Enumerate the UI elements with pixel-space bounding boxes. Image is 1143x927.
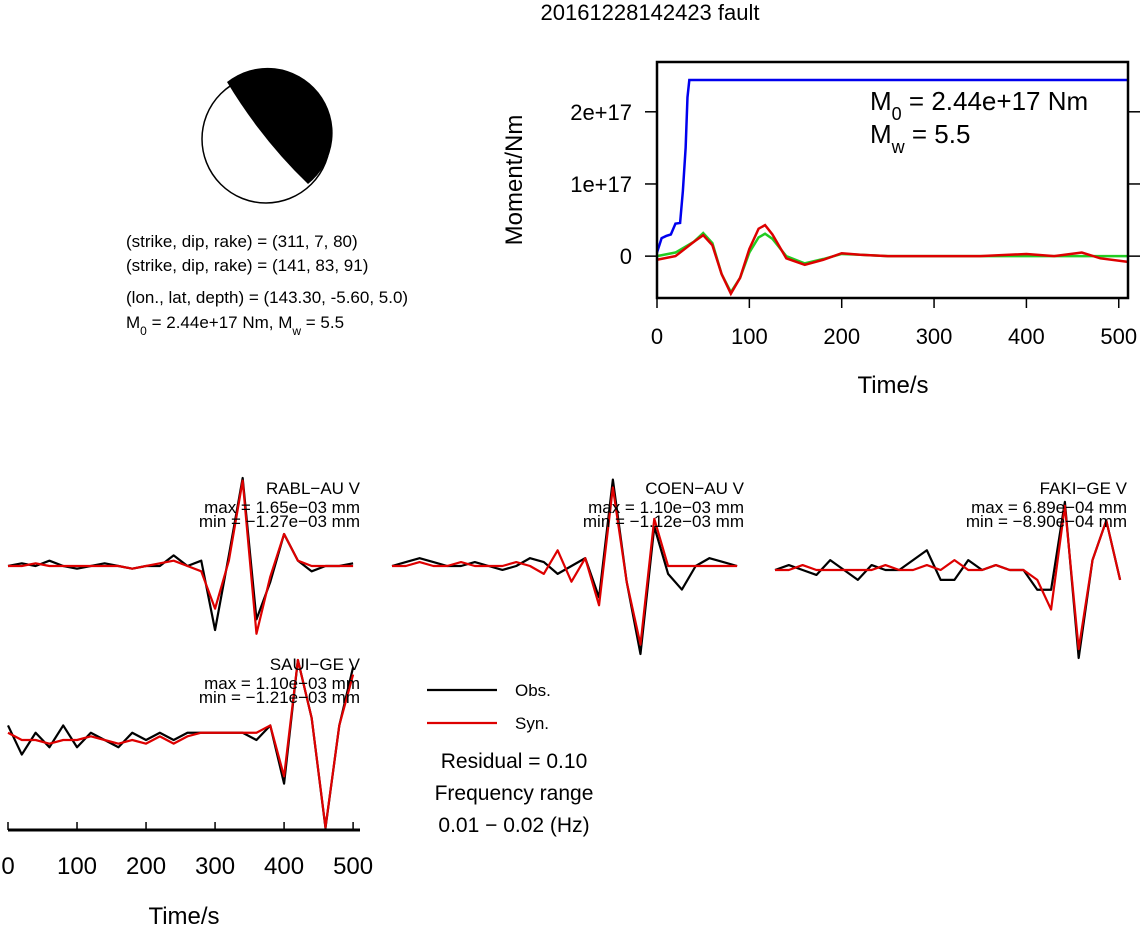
x-axis-label: Time/s [148,903,219,927]
subscript: 0 [892,104,902,124]
y-tick-label: 1e+17 [570,172,632,197]
x-tick-label: 200 [823,324,860,349]
text-part: M [870,119,892,149]
beachball-compression [227,67,333,184]
text-part: = 5.5 [301,313,344,332]
x-tick-label: 500 [333,853,373,880]
series-line [656,223,1129,297]
note: 0.01 − 0.02 (Hz) [438,814,589,837]
subscript: 0 [140,324,147,338]
x-tick-label: 400 [264,853,304,880]
plot-frame [655,60,1130,300]
max-label: max = 1.10e−03 mm [204,674,360,693]
legend-label: Syn. [515,714,549,733]
x-tick-label: 0 [1,853,14,880]
station-label: RABL−AU V [266,479,361,498]
note: Frequency range [435,782,594,805]
x-tick-label: 300 [916,324,953,349]
syn-trace [392,486,738,646]
text-part: = 2.44e+17 Nm [902,86,1088,116]
x-tick-label: 300 [195,853,235,880]
mechanism-line: (strike, dip, rake) = (311, 7, 80) [126,232,358,251]
text-part: M [870,86,892,116]
syn-trace [7,658,355,829]
series-line [655,78,1128,253]
min-label: min = −1.27e−03 mm [199,512,360,531]
station-label: COEN−AU V [645,479,744,498]
min-label: min = −1.12e−03 mm [583,512,744,531]
syn-trace [775,504,1122,651]
location-line: (lon., lat, depth) = (143.30, -5.60, 5.0… [126,288,408,307]
subscript: w [891,137,906,157]
subscript: w [291,324,301,338]
y-tick-label: 2e+17 [570,100,632,125]
max-label: max = 1.65e−03 mm [204,498,360,517]
x-tick-label: 100 [731,324,768,349]
max-label: max = 1.10e−03 mm [588,498,744,517]
annotation: Mw = 5.5 [870,119,970,157]
beachball [201,67,333,204]
x-tick-label: 500 [1100,324,1137,349]
y-axis-label: Moment/Nm [501,115,528,246]
text-part: = 5.5 [905,119,971,149]
text-part: M [126,313,140,332]
moment-line: M0 = 2.44e+17 Nm, Mw = 5.5 [126,313,344,338]
max-label: max = 6.89e−04 mm [971,498,1127,517]
station-label: FAKI−GE V [1040,479,1128,498]
figure-title: 20161228142423 fault [541,0,760,25]
y-tick-label: 0 [620,244,632,269]
mechanism-line: (strike, dip, rake) = (141, 83, 91) [126,256,368,275]
min-label: min = −8.90e−04 mm [966,512,1127,531]
station-label: SAUI−GE V [270,655,361,674]
x-tick-label: 400 [1008,324,1045,349]
x-axis-label: Time/s [857,372,928,399]
x-tick-label: 0 [651,324,663,349]
syn-trace [8,479,354,635]
legend-label: Obs. [515,681,551,700]
x-tick-label: 100 [57,853,97,880]
annotation: M0 = 2.44e+17 Nm [870,86,1088,124]
note: Residual = 0.10 [441,750,588,773]
x-tick-label: 200 [126,853,166,880]
min-label: min = −1.21e−03 mm [199,688,360,707]
text-part: = 2.44e+17 Nm, M [147,313,293,332]
